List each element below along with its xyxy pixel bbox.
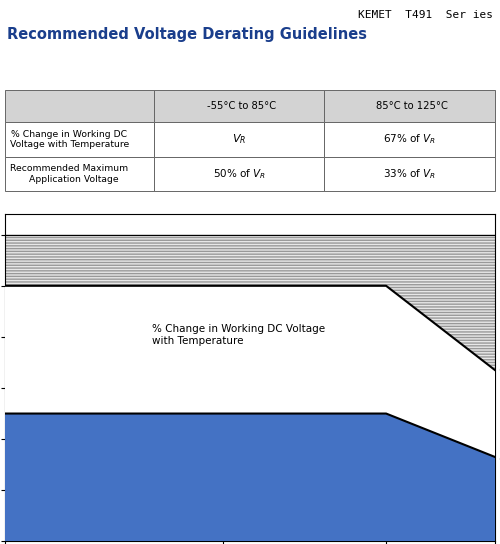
Bar bbox=[5, 90, 154, 122]
Text: -55°C to 85°C: -55°C to 85°C bbox=[208, 101, 276, 111]
Text: 67%: 67% bbox=[498, 363, 500, 376]
Bar bbox=[324, 157, 495, 191]
Bar bbox=[324, 122, 495, 157]
Text: Recommended Maximum
Application Voltage (As %
of Rated Voltage): Recommended Maximum Application Voltage … bbox=[54, 433, 188, 466]
Bar bbox=[154, 157, 324, 191]
Bar bbox=[5, 122, 154, 157]
Bar bbox=[154, 90, 324, 122]
Bar bbox=[324, 90, 495, 122]
Text: $V_R$: $V_R$ bbox=[232, 133, 246, 146]
Bar bbox=[154, 122, 324, 157]
Text: 85°C to 125°C: 85°C to 125°C bbox=[376, 101, 448, 111]
Text: 33% of $V_R$: 33% of $V_R$ bbox=[383, 167, 436, 181]
Text: Recommended Voltage Derating Guidelines: Recommended Voltage Derating Guidelines bbox=[8, 27, 368, 42]
Text: KEMET  T491  Ser ies: KEMET T491 Ser ies bbox=[358, 10, 492, 20]
Text: 67% of $V_R$: 67% of $V_R$ bbox=[383, 133, 436, 146]
Text: Recommended Maximum
   Application Voltage: Recommended Maximum Application Voltage bbox=[10, 164, 128, 183]
Text: % Change in Working DC
Voltage with Temperature: % Change in Working DC Voltage with Temp… bbox=[10, 130, 129, 149]
Bar bbox=[5, 157, 154, 191]
Text: 33%: 33% bbox=[498, 450, 500, 463]
Text: % Change in Working DC Voltage
with Temperature: % Change in Working DC Voltage with Temp… bbox=[152, 324, 325, 346]
Text: 50% of $V_R$: 50% of $V_R$ bbox=[213, 167, 266, 181]
